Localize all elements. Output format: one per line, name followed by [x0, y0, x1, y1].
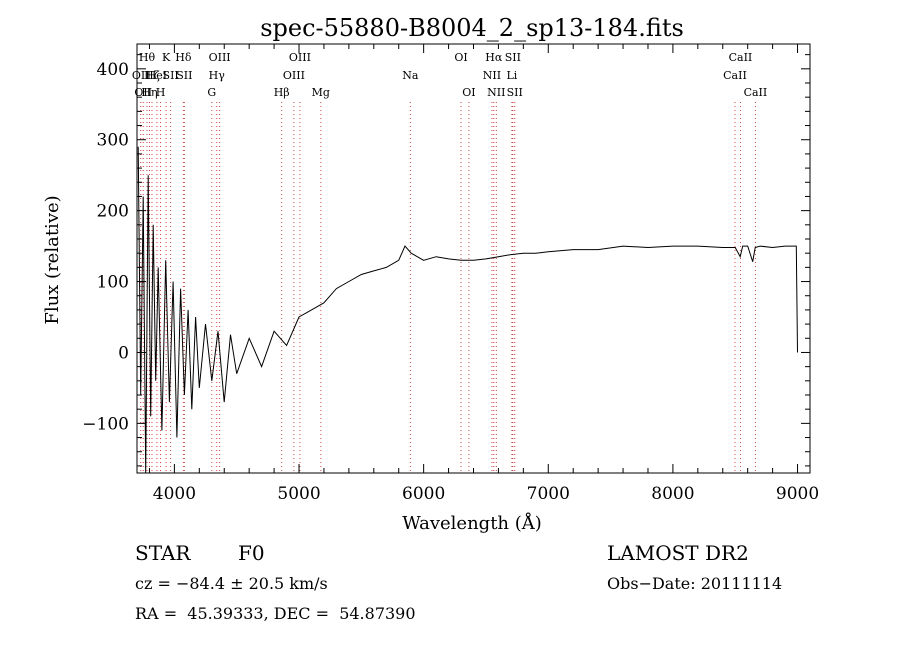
x-tick-label: 4000 [153, 484, 196, 504]
y-tick-label: 300 [97, 131, 129, 151]
chart-title: spec-55880-B8004_2_sp13-184.fits [260, 14, 684, 42]
spectral-line-label: Li [506, 69, 517, 82]
y-axis: −100 0 100 200 300 400 [82, 54, 810, 467]
survey-label: LAMOST DR2 [607, 541, 749, 565]
spectral-line-label: Hα [485, 51, 503, 64]
x-tick-label: 8000 [651, 484, 694, 504]
x-tick-label: 7000 [527, 484, 570, 504]
spectral-line-label: OIII [283, 69, 305, 82]
spectral-line-label: NII [487, 86, 505, 99]
y-tick-label: −100 [82, 414, 129, 434]
x-tick-label: 5000 [277, 484, 320, 504]
obs-date-text: Obs−Date: 20111114 [607, 574, 783, 593]
redshift-text: cz = −84.4 ± 20.5 km/s [135, 574, 328, 593]
spectral-line-label: Hγ [209, 69, 226, 82]
spectral-line-label: CaII [744, 86, 768, 99]
spectral-line-label: OII [134, 86, 152, 99]
y-tick-label: 100 [97, 273, 129, 293]
spectral-line-label: H [156, 86, 166, 99]
y-tick-label: 200 [97, 202, 129, 222]
spectral-line-label: Hδ [175, 51, 192, 64]
spectral-line-label: OI [454, 51, 467, 64]
subclass-label: F0 [238, 541, 265, 565]
x-tick-label: 6000 [402, 484, 445, 504]
spectral-line-label: SII [163, 69, 179, 82]
spectral-line-label: CaII [729, 51, 753, 64]
spectral-line-label: Hβ [274, 86, 290, 99]
y-axis-label: Flux (relative) [42, 195, 63, 324]
y-tick-label: 0 [118, 343, 129, 363]
coordinates-text: RA = 45.39333, DEC = 54.87390 [135, 604, 416, 623]
spectral-line-label: Hζ [144, 69, 160, 82]
spectral-line-label: Hη [141, 86, 157, 99]
spectral-line-label: Mg [312, 86, 330, 99]
y-tick-label: 400 [97, 60, 129, 80]
x-axis: 4000 5000 6000 7000 8000 9000 [148, 44, 819, 504]
spectral-line-label: SII [176, 69, 192, 82]
spectral-line-label: OI [462, 86, 475, 99]
spectral-line-label: SII [507, 86, 523, 99]
class-label: STAR [135, 541, 191, 565]
spectral-line-label: NII [483, 69, 501, 82]
spectral-line-label: CaII [723, 69, 747, 82]
spectral-line-label: Hθ [139, 51, 156, 64]
spectral-line-label: G [207, 86, 216, 99]
spectral-line-label: OII [132, 69, 150, 82]
spectral-line-label: OIII [289, 51, 311, 64]
plot-frame [136, 43, 811, 474]
spectral-line-label: HeI [147, 69, 167, 82]
spectral-line-label: Na [402, 69, 419, 82]
x-tick-label: 9000 [776, 484, 819, 504]
spectral-line-label: OIII [209, 51, 231, 64]
x-axis-label: Wavelength (Å) [402, 512, 542, 534]
spectral-line-label: SII [505, 51, 521, 64]
series-line-flux [137, 146, 798, 474]
spectral-line-markers [140, 102, 756, 473]
spectral-line-label: K [162, 51, 171, 64]
